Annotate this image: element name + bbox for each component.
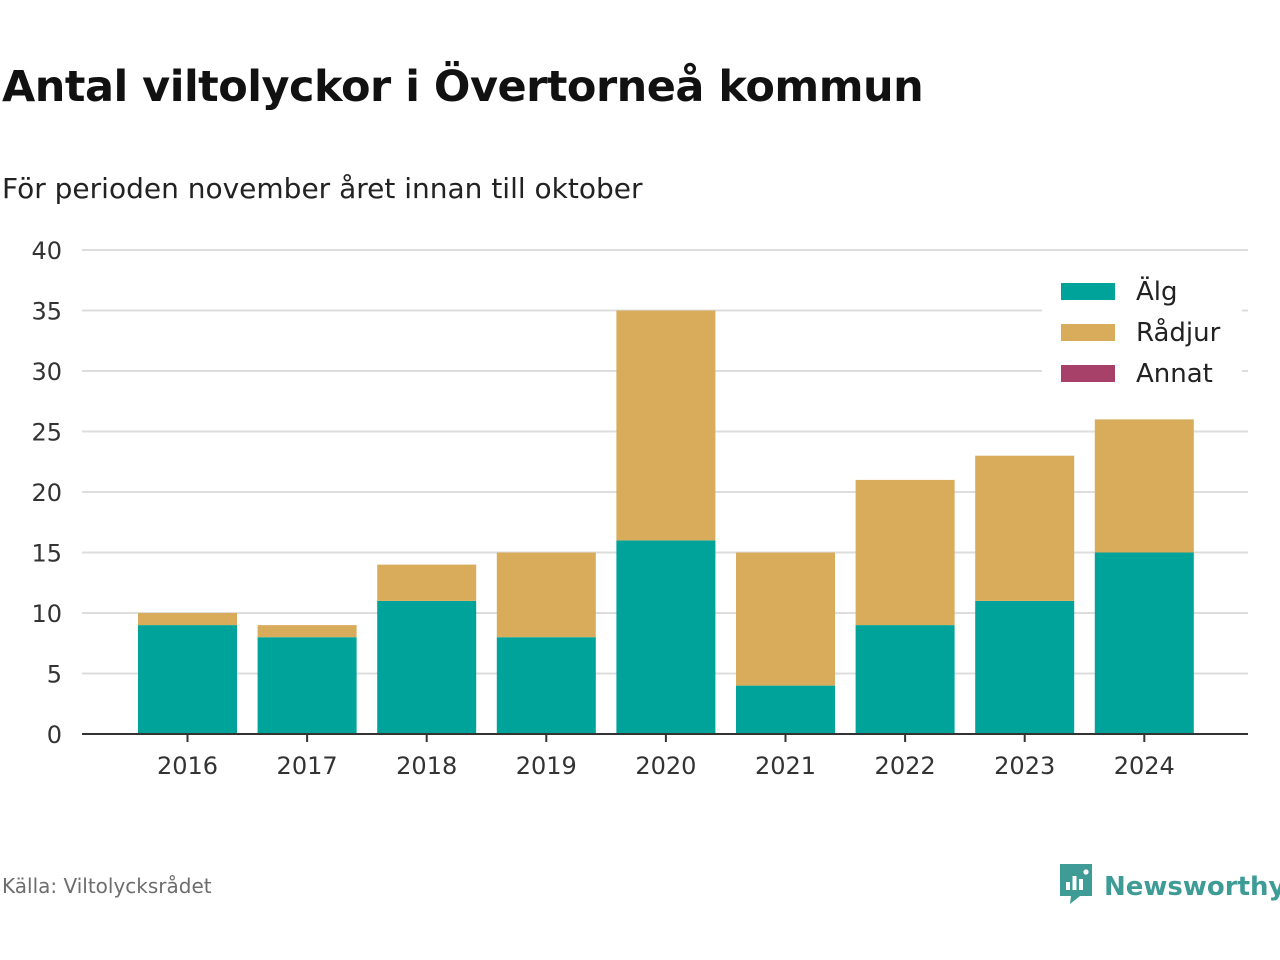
- brand-name: Newsworthy: [1104, 871, 1280, 902]
- x-tick-label: 2024: [1114, 752, 1175, 780]
- legend-swatch: [1061, 324, 1115, 341]
- x-tick-label: 2017: [277, 752, 338, 780]
- y-tick-label: 15: [31, 540, 62, 568]
- bar-segment-älg: [616, 540, 716, 734]
- bar-segment-rådjur: [377, 564, 477, 601]
- bar-segment-rådjur: [736, 552, 835, 686]
- y-tick-label: 30: [31, 358, 62, 386]
- bar-segment-rådjur: [138, 613, 237, 626]
- bar-segment-rådjur: [855, 479, 955, 626]
- bar-segment-älg: [736, 685, 835, 734]
- y-tick-label: 20: [31, 479, 62, 507]
- source-note: Källa: Viltolycksrådet: [2, 874, 212, 898]
- legend-swatch: [1061, 283, 1115, 300]
- brand-logo[interactable]: Newsworthy: [1058, 862, 1280, 911]
- bar-segment-älg: [496, 637, 596, 734]
- x-tick-label: 2016: [157, 752, 218, 780]
- bar-segment-älg: [1094, 552, 1194, 734]
- x-tick-label: 2023: [994, 752, 1055, 780]
- x-tick-label: 2019: [516, 752, 577, 780]
- x-tick-label: 2022: [875, 752, 936, 780]
- x-tick-label: 2018: [396, 752, 457, 780]
- legend: Älg Rådjur Annat: [1042, 268, 1242, 396]
- legend-label: Älg: [1136, 275, 1178, 307]
- bar-segment-rådjur: [975, 455, 1075, 601]
- x-tick-label: 2020: [635, 752, 696, 780]
- chart-title: Antal viltolyckor i Övertorneå kommun: [2, 62, 924, 112]
- newsworthy-logo-icon: [1058, 862, 1094, 911]
- y-tick-label: 5: [47, 661, 62, 689]
- x-tick-label: 2021: [755, 752, 816, 780]
- y-tick-label: 25: [31, 419, 62, 447]
- bar-segment-rådjur: [1094, 419, 1194, 553]
- bar-segment-älg: [975, 600, 1075, 734]
- bar-segment-älg: [257, 637, 357, 734]
- y-tick-label: 0: [47, 721, 62, 749]
- axes: 0 5 10 15 20 25 30 35 40 2016 2017 2018 2019 2020 2021…: [31, 237, 1248, 780]
- bar-segment-rådjur: [257, 625, 357, 638]
- bar-segment-rådjur: [496, 552, 596, 638]
- y-tick-label: 10: [31, 600, 62, 628]
- bar-segment-älg: [855, 625, 955, 734]
- y-tick-label: 35: [31, 298, 62, 326]
- legend-label: Rådjur: [1136, 317, 1221, 348]
- legend-label: Annat: [1136, 359, 1213, 389]
- bar-segment-älg: [138, 625, 237, 734]
- y-tick-label: 40: [31, 237, 62, 265]
- bar-segment-älg: [377, 600, 477, 734]
- chart-subtitle: För perioden november året innan till ok…: [2, 172, 643, 205]
- legend-swatch: [1061, 365, 1115, 382]
- bar-segment-rådjur: [616, 310, 716, 541]
- bars: [138, 310, 1194, 734]
